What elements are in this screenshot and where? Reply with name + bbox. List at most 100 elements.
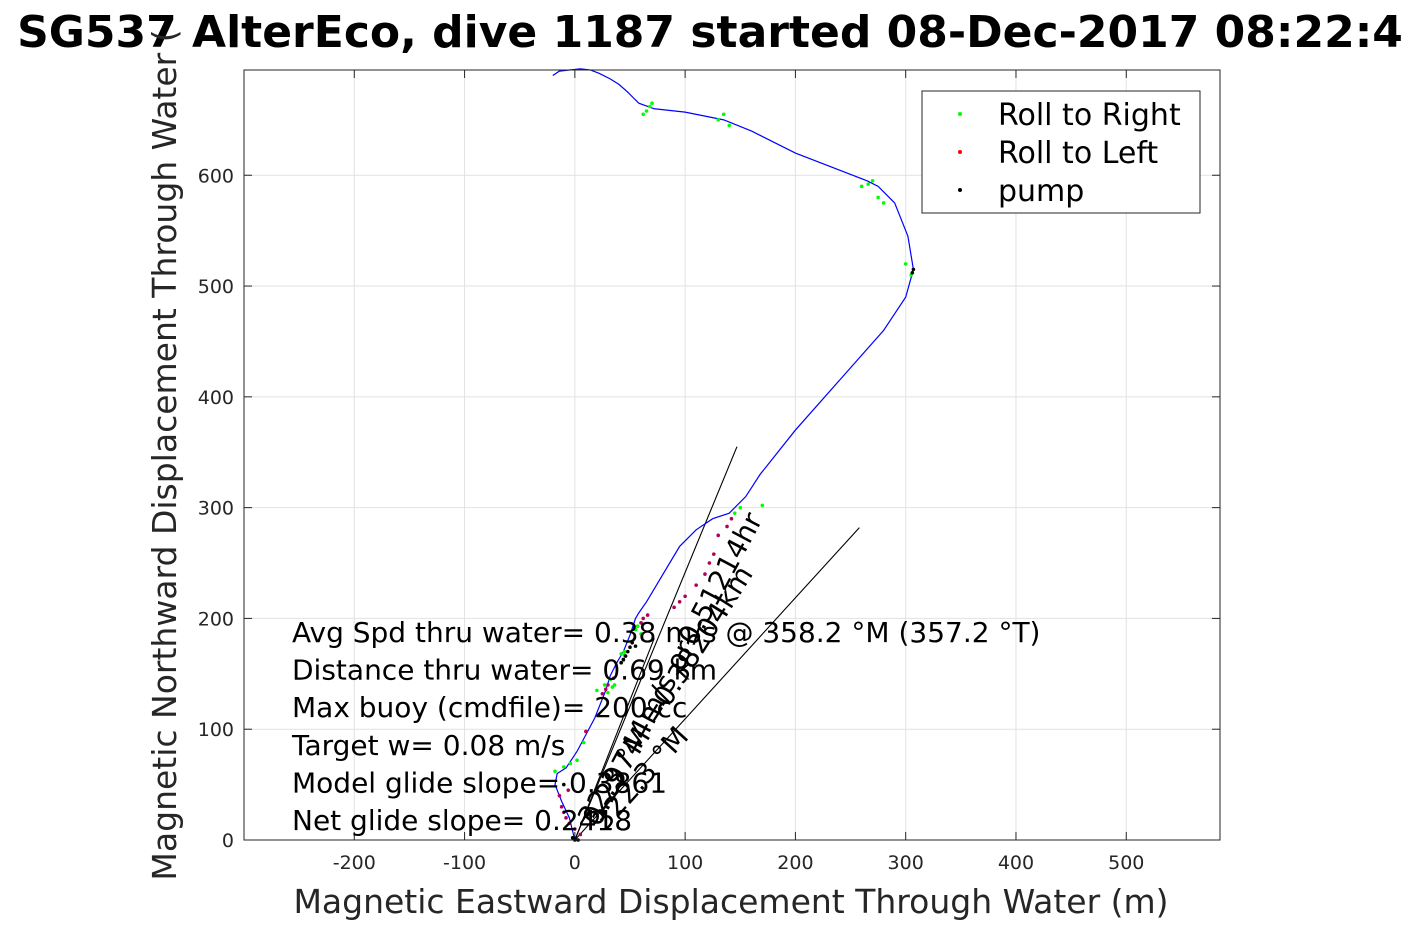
point-roll-left: [564, 816, 568, 820]
point-roll-right: [595, 688, 599, 693]
point-roll-right: [602, 683, 607, 687]
x-tick-label: -200: [333, 852, 376, 874]
point-roll-left: [559, 804, 564, 809]
legend-marker-pump: [958, 188, 962, 192]
point-roll-right: [581, 740, 586, 745]
point-roll-left: [645, 613, 650, 617]
x-tick-label: 400: [998, 852, 1034, 874]
legend-label-pump: pump: [998, 174, 1084, 209]
point-roll-right: [633, 627, 638, 632]
point-roll-left: [694, 583, 698, 587]
point-roll-left: [677, 599, 682, 604]
point-roll-left: [641, 616, 646, 621]
annotation-line: Model glide slope= 0.3861: [292, 766, 667, 799]
x-tick-label: 500: [1108, 852, 1144, 874]
point-roll-right: [639, 632, 643, 636]
legend: Roll to Right Roll to Left pump: [921, 90, 1201, 214]
heading-vector-line: [574, 446, 738, 841]
series-track: [552, 68, 915, 841]
point-roll-right: [876, 195, 880, 200]
point-pump: [633, 644, 638, 648]
point-roll-right: [644, 109, 649, 113]
series-points: [553, 101, 916, 842]
point-pump: [628, 645, 632, 650]
point-roll-right: [760, 503, 765, 508]
legend-marker-roll-right: [958, 112, 962, 116]
point-roll-left: [557, 793, 562, 798]
point-roll-left: [584, 729, 588, 734]
point-roll-right: [606, 690, 610, 695]
point-roll-left: [603, 687, 608, 692]
point-roll-left: [639, 621, 643, 625]
heading-vector-line: [574, 527, 860, 841]
point-roll-right: [881, 201, 886, 205]
x-tick-label: -100: [443, 852, 486, 874]
point-roll-right: [727, 123, 732, 128]
point-roll-right: [650, 101, 654, 106]
y-axis-label: Magnetic Northward Displacement Through …: [145, 29, 184, 880]
point-roll-right: [903, 262, 908, 266]
point-roll-left: [716, 533, 721, 538]
point-pump: [623, 654, 628, 658]
annotation-line: Distance thru water= 0.69 km: [292, 654, 717, 687]
y-tick-label: 600: [198, 165, 234, 187]
legend-label-roll-left: Roll to Left: [998, 136, 1158, 171]
point-roll-left: [573, 827, 577, 831]
legend-marker-roll-left: [958, 150, 962, 154]
y-axis: 0 100 200 300 400 500 600: [198, 165, 1220, 852]
point-roll-left: [683, 594, 687, 599]
point-roll-left: [707, 561, 712, 565]
point-roll-left: [672, 605, 676, 610]
point-roll-right: [622, 649, 627, 654]
point-roll-left: [611, 676, 616, 681]
y-tick-label: 400: [198, 387, 234, 409]
point-roll-left: [562, 810, 566, 815]
x-tick-label: 100: [667, 852, 703, 874]
y-tick-label: 200: [198, 608, 234, 630]
point-pump: [911, 267, 916, 272]
point-pump: [630, 640, 634, 645]
point-pump: [562, 782, 566, 787]
annotation-line: Target w= 0.08 m/s: [291, 729, 565, 762]
point-roll-left: [567, 821, 572, 826]
point-roll-right: [859, 184, 864, 189]
plot-frame: [243, 69, 1221, 841]
y-tick-label: 500: [198, 276, 234, 298]
x-axis: -200 -100 0 100 200 300 400 500: [333, 70, 1144, 874]
point-roll-left: [725, 524, 729, 529]
legend-box: [921, 90, 1201, 214]
annotation-line: Net glide slope= 0.2418: [292, 804, 632, 837]
x-tick-label: 200: [777, 852, 813, 874]
point-roll-right: [553, 769, 557, 774]
point-roll-left: [703, 572, 707, 576]
x-axis-label: Magnetic Eastward Displacement Through W…: [293, 882, 1168, 921]
y-tick-label: 300: [198, 498, 234, 520]
point-roll-right: [619, 652, 623, 656]
point-pump: [910, 270, 915, 275]
x-tick-label: 300: [888, 852, 924, 874]
y-tick-label: 100: [198, 719, 234, 741]
point-roll-right: [738, 505, 743, 510]
legend-label-roll-right: Roll to Right: [998, 98, 1181, 133]
point-roll-left: [578, 832, 583, 837]
point-roll-left: [606, 683, 610, 687]
x-tick-label: 0: [569, 852, 581, 874]
point-roll-right: [721, 112, 726, 117]
point-roll-left: [712, 552, 716, 556]
point-roll-right: [612, 683, 617, 687]
chart-title: SG537 AlterEco, dive 1187 started 08-Dec…: [17, 7, 1403, 58]
point-pump: [625, 649, 630, 654]
point-roll-right: [641, 112, 646, 117]
point-roll-right: [608, 677, 612, 682]
point-roll-left: [729, 516, 734, 521]
y-tick-label: 0: [222, 830, 234, 852]
point-roll-right: [648, 104, 652, 109]
point-roll-right: [610, 685, 615, 689]
point-roll-right: [635, 624, 640, 628]
point-roll-right: [716, 118, 721, 122]
heading-vector-line: [574, 638, 655, 841]
annotation-line: Max buoy (cmdfile)= 200 cc: [292, 691, 687, 724]
point-pump: [619, 660, 623, 665]
point-roll-left: [566, 788, 571, 792]
